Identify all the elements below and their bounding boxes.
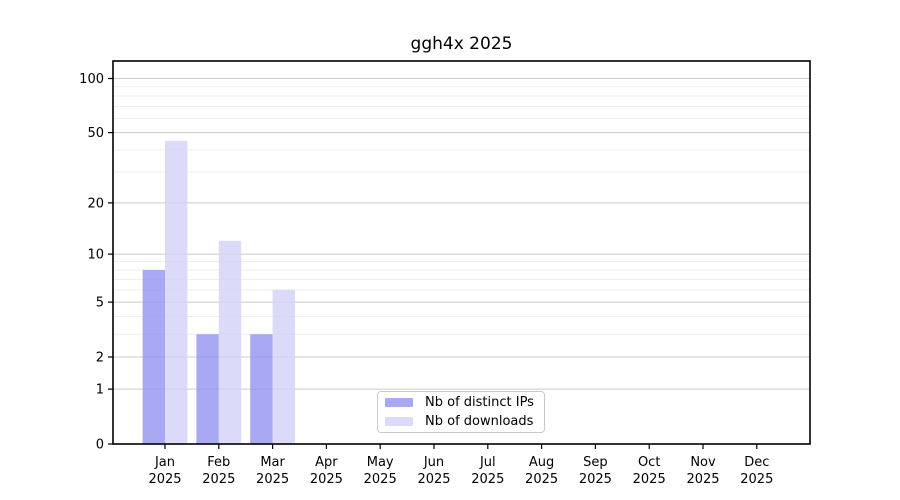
x-tick-label: Sep 2025 — [579, 455, 612, 487]
y-tick-label: 100 — [79, 72, 104, 87]
y-tick-label: 5 — [96, 296, 104, 311]
y-tick-label: 0 — [96, 438, 104, 453]
bar-distinct-ips — [196, 334, 219, 444]
bar-distinct-ips — [142, 269, 165, 444]
legend-label-distinct-ips: Nb of distinct IPs — [425, 395, 534, 410]
bar-downloads — [272, 289, 295, 444]
x-tick-label: Jun 2025 — [417, 455, 450, 487]
legend-item-downloads: Nb of downloads — [385, 414, 536, 429]
y-tick-label: 10 — [87, 248, 104, 263]
x-tick-label: Aug 2025 — [525, 455, 558, 487]
plot-border — [112, 60, 811, 445]
bar-downloads — [165, 140, 188, 444]
legend-swatch-downloads — [385, 417, 413, 426]
x-tick-label: Feb 2025 — [202, 455, 235, 487]
x-tick-label: May 2025 — [364, 455, 397, 487]
x-tick-label: Oct 2025 — [633, 455, 666, 487]
x-tick-label: Apr 2025 — [310, 455, 343, 487]
y-tick-label: 2 — [96, 350, 104, 365]
legend-item-distinct-ips: Nb of distinct IPs — [385, 395, 536, 410]
x-tick-label: Nov 2025 — [686, 455, 719, 487]
y-tick-label: 20 — [87, 196, 104, 211]
x-tick-label: Jul 2025 — [471, 455, 504, 487]
x-tick-label: Mar 2025 — [256, 455, 289, 487]
chart-title: ggh4x 2025 — [410, 34, 513, 54]
legend: Nb of distinct IPs Nb of downloads — [377, 391, 545, 433]
legend-label-downloads: Nb of downloads — [425, 414, 534, 429]
legend-swatch-distinct-ips — [385, 398, 413, 407]
bar-downloads — [218, 240, 242, 444]
y-tick-label: 50 — [87, 126, 104, 141]
x-tick-label: Jan 2025 — [148, 455, 181, 487]
x-tick-label: Dec 2025 — [740, 455, 773, 487]
bar-distinct-ips — [250, 334, 273, 444]
y-tick-label: 1 — [96, 383, 104, 398]
